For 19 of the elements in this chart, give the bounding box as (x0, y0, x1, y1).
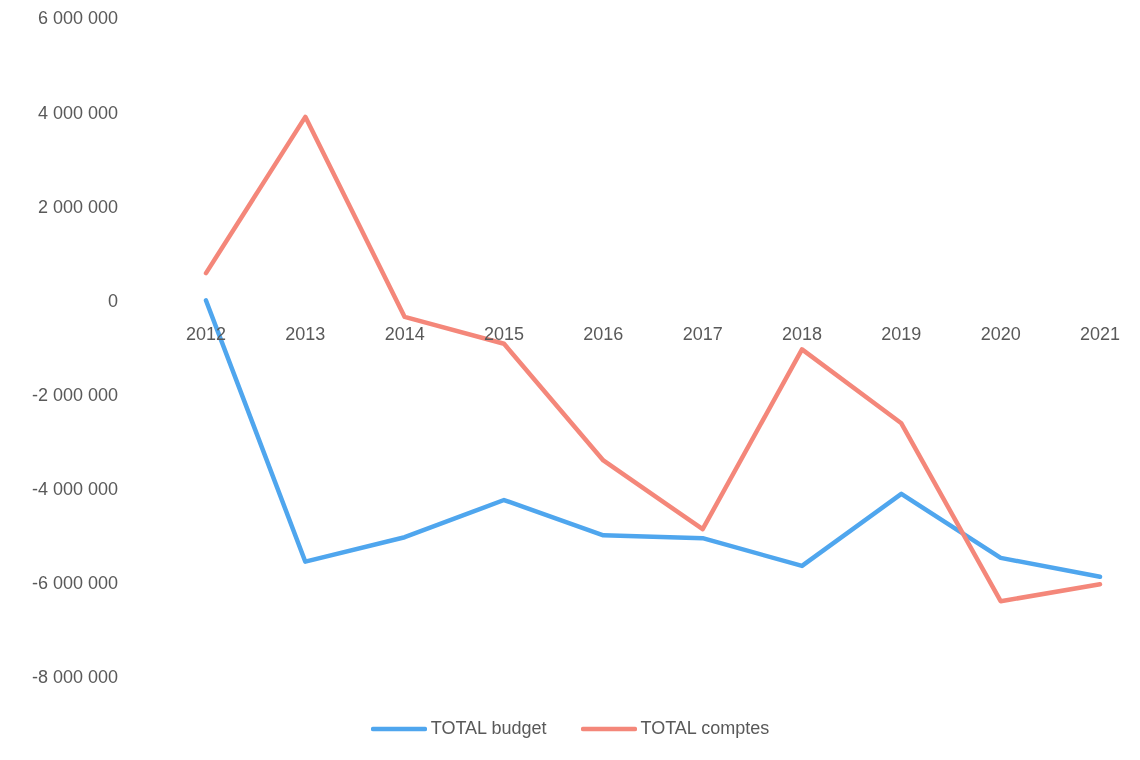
y-tick-label: -4 000 000 (31, 479, 118, 500)
x-tick-label: 2014 (384, 324, 425, 345)
y-tick-label: 4 000 000 (37, 102, 118, 123)
x-tick-label: 2013 (285, 324, 326, 345)
x-tick-label: 2021 (1079, 324, 1121, 345)
x-tick-label: 2018 (781, 324, 823, 345)
y-tick-label: -2 000 000 (31, 384, 118, 405)
x-tick-label: 2017 (682, 324, 723, 345)
x-tick-label: 2019 (881, 324, 922, 345)
y-tick-label: -6 000 000 (31, 573, 118, 594)
x-tick-label: 2015 (483, 324, 525, 345)
legend-label: TOTAL comptes (640, 718, 770, 739)
y-tick-label: 0 (107, 290, 118, 311)
x-tick-label: 2020 (980, 324, 1021, 345)
y-tick-label: -8 000 000 (31, 667, 118, 688)
y-tick-label: 2 000 000 (37, 196, 118, 217)
x-tick-label: 2016 (583, 324, 624, 345)
y-tick-label: 6 000 000 (37, 8, 118, 29)
legend-label: TOTAL budget (430, 718, 547, 739)
